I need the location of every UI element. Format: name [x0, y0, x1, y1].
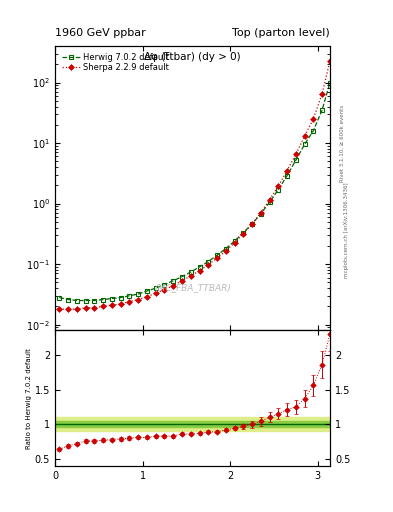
- Text: Top (parton level): Top (parton level): [232, 28, 330, 38]
- Herwig 7.0.2 default: [223, 246, 228, 252]
- Sherpa 2.2.9 default: [285, 167, 289, 174]
- Text: Rivet 3.1.10, ≥ 600k events: Rivet 3.1.10, ≥ 600k events: [340, 105, 345, 182]
- Sherpa 2.2.9 default: [127, 298, 132, 305]
- Herwig 7.0.2 default: [180, 273, 184, 280]
- Sherpa 2.2.9 default: [328, 57, 332, 63]
- Herwig 7.0.2 default: [162, 282, 167, 288]
- Sherpa 2.2.9 default: [162, 286, 167, 292]
- Sherpa 2.2.9 default: [294, 152, 298, 158]
- Herwig 7.0.2 default: [328, 79, 332, 86]
- Sherpa 2.2.9 default: [57, 306, 62, 312]
- Sherpa 2.2.9 default: [276, 183, 281, 189]
- Sherpa 2.2.9 default: [223, 248, 228, 254]
- Herwig 7.0.2 default: [302, 141, 307, 147]
- Sherpa 2.2.9 default: [180, 278, 184, 284]
- Herwig 7.0.2 default: [145, 288, 149, 294]
- Sherpa 2.2.9 default: [145, 293, 149, 300]
- Herwig 7.0.2 default: [206, 259, 211, 265]
- Sherpa 2.2.9 default: [197, 268, 202, 274]
- Sherpa 2.2.9 default: [171, 283, 176, 289]
- Herwig 7.0.2 default: [92, 297, 97, 304]
- Sherpa 2.2.9 default: [267, 197, 272, 203]
- Sherpa 2.2.9 default: [206, 262, 211, 268]
- Sherpa 2.2.9 default: [110, 302, 114, 308]
- Sherpa 2.2.9 default: [215, 255, 219, 261]
- Line: Sherpa 2.2.9 default: Sherpa 2.2.9 default: [57, 58, 332, 311]
- Herwig 7.0.2 default: [188, 269, 193, 275]
- Sherpa 2.2.9 default: [232, 240, 237, 246]
- Y-axis label: Ratio to Herwig 7.0.2 default: Ratio to Herwig 7.0.2 default: [26, 348, 32, 449]
- Herwig 7.0.2 default: [215, 252, 219, 259]
- Sherpa 2.2.9 default: [92, 305, 97, 311]
- Herwig 7.0.2 default: [294, 157, 298, 163]
- Herwig 7.0.2 default: [197, 264, 202, 270]
- Herwig 7.0.2 default: [127, 293, 132, 299]
- Sherpa 2.2.9 default: [66, 306, 70, 312]
- Herwig 7.0.2 default: [241, 230, 246, 236]
- Sherpa 2.2.9 default: [83, 305, 88, 311]
- Herwig 7.0.2 default: [101, 296, 106, 303]
- Herwig 7.0.2 default: [153, 285, 158, 291]
- Sherpa 2.2.9 default: [118, 301, 123, 307]
- Herwig 7.0.2 default: [57, 294, 62, 301]
- Sherpa 2.2.9 default: [302, 133, 307, 139]
- Legend: Herwig 7.0.2 default, Sherpa 2.2.9 default: Herwig 7.0.2 default, Sherpa 2.2.9 defau…: [59, 50, 172, 75]
- Herwig 7.0.2 default: [267, 199, 272, 205]
- Herwig 7.0.2 default: [171, 278, 176, 284]
- Herwig 7.0.2 default: [276, 186, 281, 193]
- Herwig 7.0.2 default: [83, 297, 88, 304]
- Herwig 7.0.2 default: [259, 210, 263, 217]
- Herwig 7.0.2 default: [232, 238, 237, 244]
- Herwig 7.0.2 default: [250, 221, 254, 227]
- Sherpa 2.2.9 default: [250, 221, 254, 227]
- Text: mcplots.cern.ch [arXiv:1306.3436]: mcplots.cern.ch [arXiv:1306.3436]: [344, 183, 349, 278]
- Sherpa 2.2.9 default: [241, 230, 246, 237]
- Herwig 7.0.2 default: [118, 294, 123, 301]
- Sherpa 2.2.9 default: [320, 91, 325, 97]
- Sherpa 2.2.9 default: [75, 306, 79, 312]
- Herwig 7.0.2 default: [66, 296, 70, 303]
- Line: Herwig 7.0.2 default: Herwig 7.0.2 default: [57, 80, 332, 303]
- Text: (MC_FBA_TTBAR): (MC_FBA_TTBAR): [154, 283, 231, 292]
- Text: 1960 GeV ppbar: 1960 GeV ppbar: [55, 28, 146, 38]
- Herwig 7.0.2 default: [320, 107, 325, 113]
- Herwig 7.0.2 default: [75, 297, 79, 304]
- Sherpa 2.2.9 default: [311, 116, 316, 122]
- Herwig 7.0.2 default: [110, 295, 114, 302]
- Sherpa 2.2.9 default: [153, 290, 158, 296]
- Text: Δφ (t̅tbar) (dy > 0): Δφ (t̅tbar) (dy > 0): [144, 52, 241, 62]
- Herwig 7.0.2 default: [311, 127, 316, 134]
- Herwig 7.0.2 default: [136, 291, 141, 297]
- Herwig 7.0.2 default: [285, 173, 289, 179]
- Sherpa 2.2.9 default: [136, 296, 141, 303]
- Sherpa 2.2.9 default: [259, 209, 263, 216]
- Sherpa 2.2.9 default: [101, 303, 106, 309]
- Sherpa 2.2.9 default: [188, 273, 193, 279]
